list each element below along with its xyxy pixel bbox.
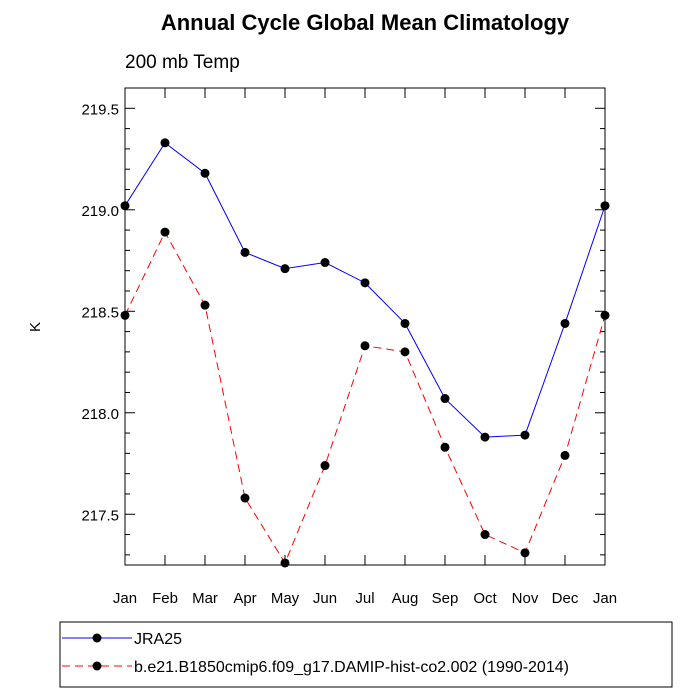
data-point-series-0 <box>560 318 570 328</box>
data-point-series-1 <box>200 300 210 310</box>
x-tick-label: May <box>271 590 300 607</box>
x-tick-label: Apr <box>233 590 256 607</box>
x-tick-label: Jun <box>313 590 337 607</box>
x-tick-label: Jul <box>355 590 374 607</box>
x-tick-label: Nov <box>512 590 539 607</box>
x-tick-label: Aug <box>392 590 419 607</box>
x-tick-label: Feb <box>152 590 178 607</box>
legend-marker-model <box>92 661 102 671</box>
data-point-series-0 <box>280 264 290 274</box>
data-point-series-1 <box>480 530 490 540</box>
data-point-series-0 <box>400 318 410 328</box>
legend-label-jra25: JRA25 <box>134 631 182 648</box>
data-point-series-1 <box>160 227 170 237</box>
data-point-series-1 <box>360 341 370 351</box>
y-tick-label: 218.5 <box>81 304 119 321</box>
legend-label-model: b.e21.B1850cmip6.f09_g17.DAMIP-hist-co2.… <box>134 659 569 676</box>
x-tick-label: Jan <box>113 590 137 607</box>
data-point-series-0 <box>200 168 210 178</box>
y-tick-label: 219.5 <box>81 101 119 118</box>
data-point-series-0 <box>440 394 450 404</box>
legend-marker-jra25 <box>92 633 102 643</box>
x-tick-label: Oct <box>473 590 497 607</box>
y-tick-label: 218.0 <box>81 406 119 423</box>
plot-frame <box>124 87 606 566</box>
data-point-series-1 <box>320 461 330 471</box>
data-point-series-1 <box>400 347 410 357</box>
x-tick-label: Mar <box>192 590 218 607</box>
chart-subtitle: 200 mb Temp <box>125 52 240 73</box>
series-layer <box>120 138 610 568</box>
y-tick-label: 219.0 <box>81 203 119 220</box>
x-tick-label: Jan <box>593 590 617 607</box>
y-axis-label: K <box>27 322 44 332</box>
legend-box <box>59 621 673 688</box>
data-point-series-1 <box>560 450 570 460</box>
x-axis-top <box>124 88 606 98</box>
data-point-series-1 <box>520 548 530 558</box>
x-tick-label: Dec <box>552 590 579 607</box>
y-tick-label: 217.5 <box>81 507 119 524</box>
x-axis-bottom: Jan Feb Mar Apr May Jun Jul Aug Sep Oct Nov Dec Jan <box>113 555 617 607</box>
data-point-series-0 <box>160 138 170 148</box>
data-point-series-1 <box>240 493 250 503</box>
data-point-series-0 <box>520 430 530 440</box>
data-point-series-0 <box>240 247 250 257</box>
legend: JRA25 b.e21.B1850cmip6.f09_g17.DAMIP-his… <box>59 621 673 688</box>
y-axis-left: 217.5 218.0 218.5 219.0 219.5 <box>81 87 135 556</box>
data-point-series-0 <box>360 278 370 288</box>
chart-title: Annual Cycle Global Mean Climatology <box>161 10 570 35</box>
data-point-series-0 <box>480 432 490 442</box>
data-point-series-1 <box>280 558 290 568</box>
data-point-series-1 <box>440 442 450 452</box>
data-point-series-0 <box>320 258 330 268</box>
x-tick-label: Sep <box>432 590 459 607</box>
